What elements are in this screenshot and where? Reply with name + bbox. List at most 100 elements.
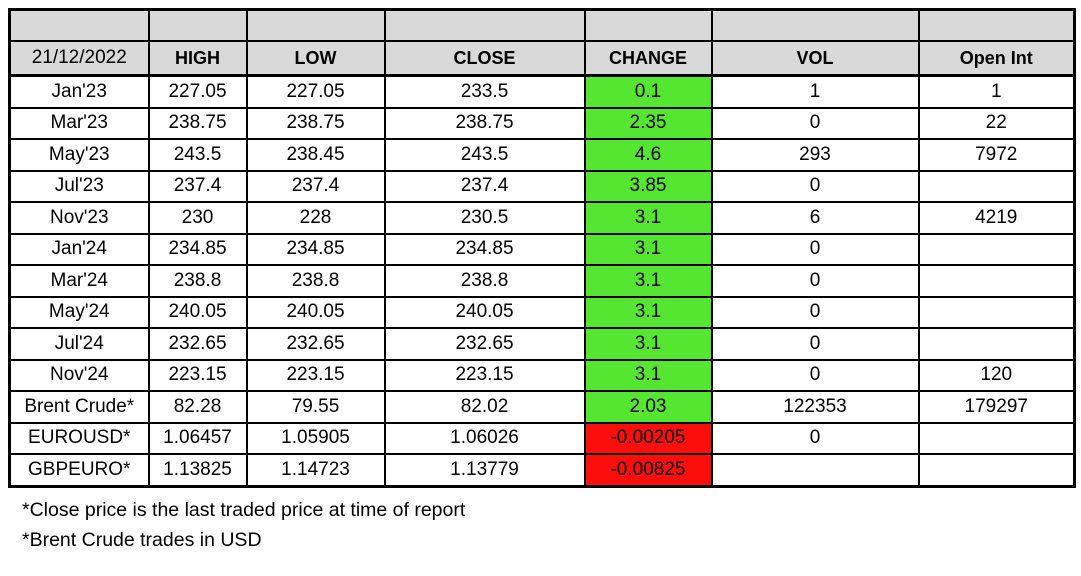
table-row: Nov'23 230 228 230.5 3.1 6 4219 bbox=[8, 201, 1076, 235]
cell-open-int bbox=[917, 169, 1076, 203]
empty-cell bbox=[383, 8, 586, 42]
cell-high: 238.75 bbox=[147, 106, 248, 140]
footnote-brent-crude: *Brent Crude trades in USD bbox=[22, 528, 262, 551]
cell-low: 238.75 bbox=[245, 106, 386, 140]
table-row: EUROUSD* 1.06457 1.05905 1.06026 -0.00205 0 bbox=[8, 421, 1076, 455]
cell-high: 243.5 bbox=[147, 138, 248, 172]
cell-label: Jan'24 bbox=[8, 232, 150, 266]
cell-close: 234.85 bbox=[383, 232, 586, 266]
column-header-high: HIGH bbox=[147, 40, 248, 77]
cell-vol bbox=[710, 453, 920, 487]
cell-change: 3.1 bbox=[583, 232, 713, 266]
cell-vol: 0 bbox=[710, 327, 920, 361]
cell-high: 223.15 bbox=[147, 358, 248, 392]
column-header-vol: VOL bbox=[710, 40, 920, 77]
column-header-open-int: Open Int bbox=[917, 40, 1076, 77]
empty-cell bbox=[8, 8, 150, 42]
cell-low: 234.85 bbox=[245, 232, 386, 266]
empty-cell bbox=[245, 8, 386, 42]
cell-low: 227.05 bbox=[245, 74, 386, 109]
column-header-low: LOW bbox=[245, 40, 386, 77]
footnote-close-price: *Close price is the last traded price at… bbox=[22, 498, 466, 521]
table-row: Jan'24 234.85 234.85 234.85 3.1 0 bbox=[8, 232, 1076, 266]
cell-label: EUROUSD* bbox=[8, 421, 150, 455]
cell-low: 1.05905 bbox=[245, 421, 386, 455]
cell-close: 230.5 bbox=[383, 201, 586, 235]
cell-high: 1.13825 bbox=[147, 453, 248, 487]
cell-close: 82.02 bbox=[383, 390, 586, 424]
cell-label: Brent Crude* bbox=[8, 390, 150, 424]
cell-change: -0.00205 bbox=[583, 421, 713, 455]
cell-change: -0.00825 bbox=[583, 453, 713, 487]
cell-low: 238.45 bbox=[245, 138, 386, 172]
cell-high: 234.85 bbox=[147, 232, 248, 266]
cell-change: 3.1 bbox=[583, 358, 713, 392]
cell-close: 237.4 bbox=[383, 169, 586, 203]
cell-close: 223.15 bbox=[383, 358, 586, 392]
table-row: Jan'23 227.05 227.05 233.5 0.1 1 1 bbox=[8, 74, 1076, 109]
table-row: May'23 243.5 238.45 243.5 4.6 293 7972 bbox=[8, 138, 1076, 172]
cell-open-int bbox=[917, 327, 1076, 361]
footnotes: *Close price is the last traded price at… bbox=[22, 495, 1073, 555]
cell-label: May'23 bbox=[8, 138, 150, 172]
cell-low: 237.4 bbox=[245, 169, 386, 203]
cell-change: 2.35 bbox=[583, 106, 713, 140]
cell-vol: 0 bbox=[710, 264, 920, 298]
cell-high: 237.4 bbox=[147, 169, 248, 203]
cell-change: 3.1 bbox=[583, 264, 713, 298]
cell-label: Mar'24 bbox=[8, 264, 150, 298]
cell-vol: 0 bbox=[710, 358, 920, 392]
report-date: 21/12/2022 bbox=[8, 40, 150, 77]
cell-close: 240.05 bbox=[383, 295, 586, 329]
column-header-change: CHANGE bbox=[583, 40, 713, 77]
cell-close: 233.5 bbox=[383, 74, 586, 109]
futures-price-table: 21/12/2022 HIGH LOW CLOSE CHANGE VOL Ope… bbox=[8, 8, 1076, 488]
table-row: GBPEURO* 1.13825 1.14723 1.13779 -0.00825 bbox=[8, 453, 1076, 487]
cell-open-int bbox=[917, 295, 1076, 329]
cell-vol: 0 bbox=[710, 295, 920, 329]
cell-label: Jul'23 bbox=[8, 169, 150, 203]
cell-vol: 293 bbox=[710, 138, 920, 172]
cell-high: 227.05 bbox=[147, 74, 248, 109]
cell-low: 240.05 bbox=[245, 295, 386, 329]
cell-vol: 0 bbox=[710, 106, 920, 140]
cell-high: 230 bbox=[147, 201, 248, 235]
cell-open-int: 1 bbox=[917, 74, 1076, 109]
cell-change: 3.85 bbox=[583, 169, 713, 203]
cell-open-int bbox=[917, 232, 1076, 266]
cell-change: 3.1 bbox=[583, 201, 713, 235]
cell-high: 82.28 bbox=[147, 390, 248, 424]
cell-vol: 0 bbox=[710, 232, 920, 266]
cell-label: GBPEURO* bbox=[8, 453, 150, 487]
cell-label: Nov'23 bbox=[8, 201, 150, 235]
column-header-close: CLOSE bbox=[383, 40, 586, 77]
cell-low: 228 bbox=[245, 201, 386, 235]
cell-open-int: 7972 bbox=[917, 138, 1076, 172]
cell-low: 232.65 bbox=[245, 327, 386, 361]
cell-change: 2.03 bbox=[583, 390, 713, 424]
cell-vol: 1 bbox=[710, 74, 920, 109]
cell-close: 1.13779 bbox=[383, 453, 586, 487]
empty-header-row bbox=[8, 8, 1076, 42]
cell-high: 1.06457 bbox=[147, 421, 248, 455]
cell-open-int bbox=[917, 264, 1076, 298]
table-row: Brent Crude* 82.28 79.55 82.02 2.03 122353 179… bbox=[8, 390, 1076, 424]
cell-close: 238.75 bbox=[383, 106, 586, 140]
cell-low: 79.55 bbox=[245, 390, 386, 424]
cell-change: 3.1 bbox=[583, 295, 713, 329]
cell-open-int bbox=[917, 453, 1076, 487]
cell-vol: 122353 bbox=[710, 390, 920, 424]
cell-high: 232.65 bbox=[147, 327, 248, 361]
cell-label: Nov'24 bbox=[8, 358, 150, 392]
cell-close: 238.8 bbox=[383, 264, 586, 298]
cell-label: May'24 bbox=[8, 295, 150, 329]
cell-change: 4.6 bbox=[583, 138, 713, 172]
cell-label: Jul'24 bbox=[8, 327, 150, 361]
cell-close: 1.06026 bbox=[383, 421, 586, 455]
cell-label: Jan'23 bbox=[8, 74, 150, 109]
cell-open-int: 120 bbox=[917, 358, 1076, 392]
empty-cell bbox=[147, 8, 248, 42]
cell-high: 240.05 bbox=[147, 295, 248, 329]
empty-cell bbox=[917, 8, 1076, 42]
